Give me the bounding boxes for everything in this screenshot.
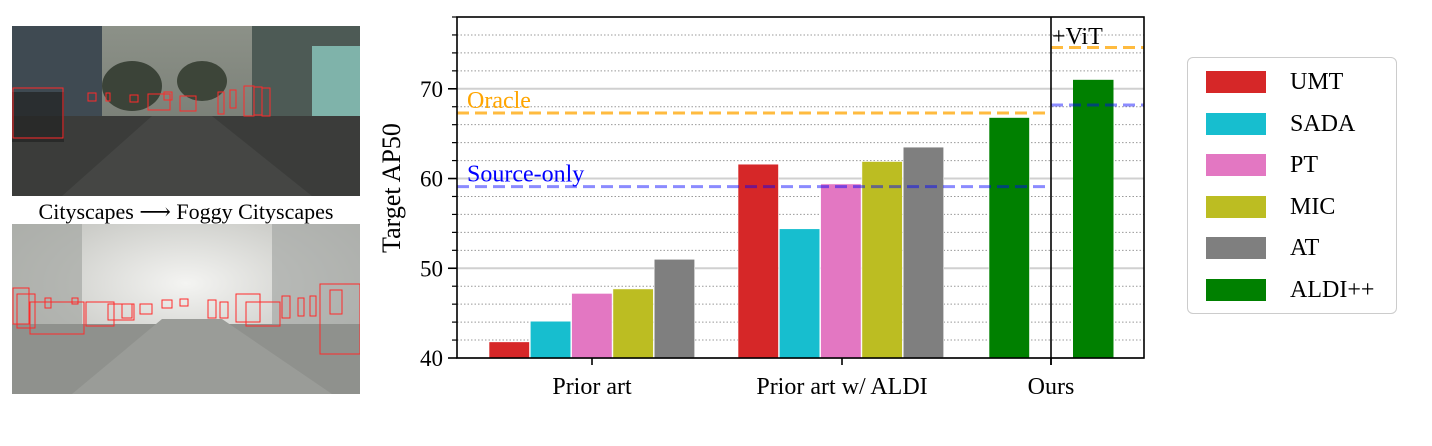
legend-swatch [1206, 71, 1266, 93]
cityscapes-image [12, 26, 360, 196]
y-axis-label: Target AP50 [377, 123, 406, 253]
legend-item: PT [1206, 152, 1319, 178]
legend-label: PT [1290, 152, 1319, 178]
bar-sada-1 [778, 228, 821, 359]
legend-label: MIC [1290, 193, 1336, 220]
legend-item: MIC [1206, 193, 1336, 220]
legend-item: SADA [1206, 110, 1356, 137]
image-caption: Cityscapes ⟶ Foggy Cityscapes [38, 199, 334, 224]
bar-aldipp-2 [988, 117, 1030, 359]
reference-lines: Oracle Source-only [457, 46, 1144, 189]
bar-at-0 [653, 258, 696, 359]
axis-labels: 40 50 60 70 Prior art Prior art w/ ALDI Ours Ta… [377, 77, 1074, 400]
axes: +ViT [448, 16, 1145, 365]
bar-umt-1 [737, 163, 779, 359]
legend-item: ALDI++ [1206, 276, 1375, 303]
x-tick-label: Ours [1028, 374, 1075, 400]
bar-mic-0 [612, 288, 654, 359]
legend-label: ALDI++ [1290, 276, 1375, 303]
bar-mic-1 [861, 161, 903, 359]
legend-label: AT [1290, 235, 1320, 261]
legend-item: UMT [1206, 69, 1344, 95]
plot-frame [456, 16, 1145, 359]
legend-label: SADA [1290, 110, 1356, 137]
legend-swatch [1206, 278, 1266, 301]
x-tick-label: Prior art [552, 374, 632, 400]
x-tick-label: Prior art w/ ALDI [756, 374, 927, 400]
legend-swatch [1206, 154, 1266, 176]
legend-swatch [1206, 237, 1266, 259]
bars [488, 79, 1114, 359]
legend-swatch [1206, 112, 1266, 135]
legend-item: AT [1206, 235, 1320, 261]
legend-swatch [1206, 195, 1266, 218]
source-only-label: Source-only [467, 162, 584, 188]
y-tick-label: 70 [420, 77, 443, 102]
y-tick-label: 60 [420, 167, 443, 192]
y-tick-label: 50 [420, 256, 443, 281]
bar-sada-0 [529, 320, 572, 359]
foggy-cityscapes-image [12, 224, 360, 394]
legend: UMT SADA PT MIC AT ALDI++ [1187, 57, 1397, 314]
legend-label: UMT [1290, 69, 1344, 95]
bar-umt-0 [488, 341, 530, 359]
bar-pt-1 [820, 183, 862, 359]
bar-at-1 [902, 146, 945, 359]
bar-vit-aldipp [1073, 79, 1114, 358]
oracle-label: Oracle [467, 88, 531, 114]
bar-pt-0 [571, 293, 613, 359]
vit-label: +ViT [1052, 24, 1103, 50]
y-tick-label: 40 [420, 346, 443, 371]
